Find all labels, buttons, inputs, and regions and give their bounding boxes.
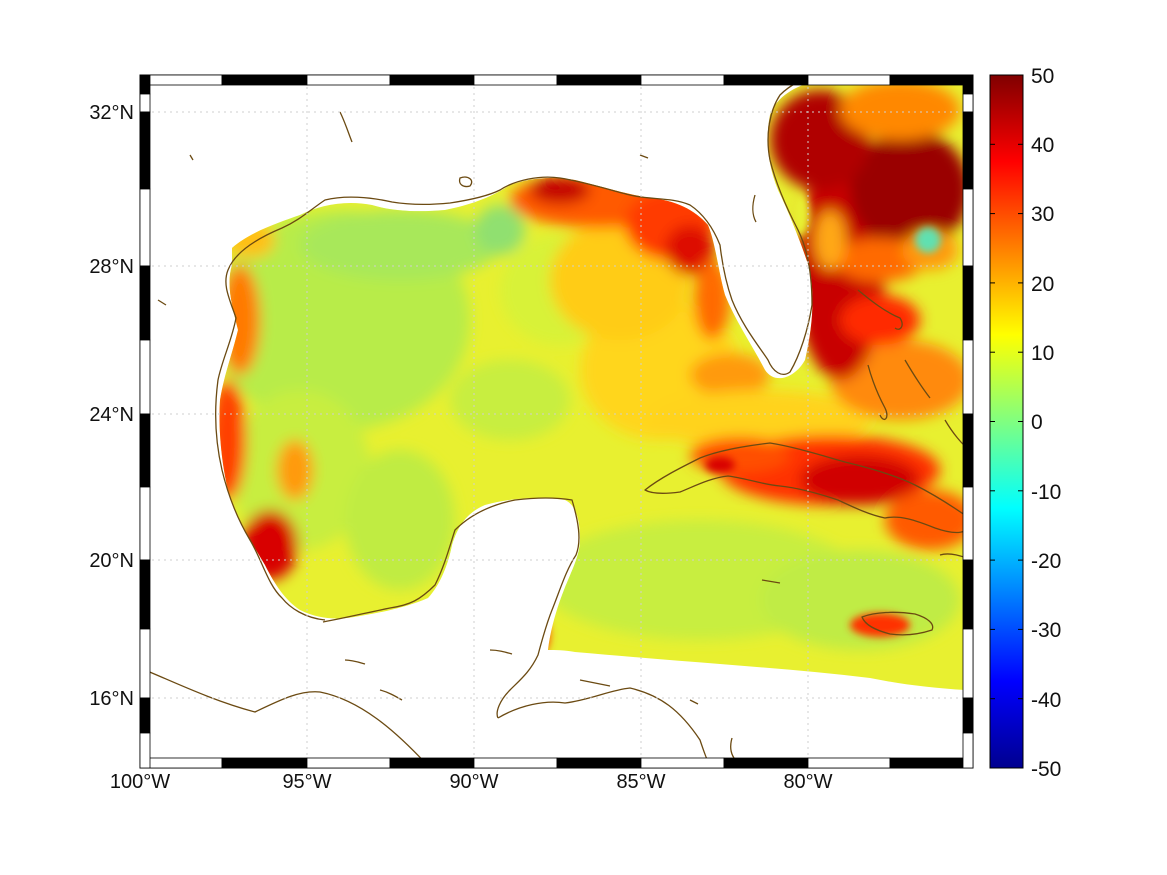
lon-tick-label: 85°W	[616, 771, 665, 793]
colorbar-tick-label: 20	[1031, 273, 1054, 296]
frame-segment-right	[962, 413, 974, 488]
colorbar-tick-label: -40	[1031, 689, 1061, 712]
lat-tick-label: 28°N	[89, 256, 134, 278]
frame-segment-bottom	[723, 757, 809, 769]
colorbar-tick-label: 0	[1031, 411, 1043, 434]
frame-segment-right	[962, 188, 974, 267]
frame-segment-left	[139, 265, 151, 341]
colorbar-tick-label: 30	[1031, 203, 1054, 226]
frame-segment-bottom	[556, 757, 642, 769]
frame-segment-top	[389, 74, 475, 86]
frame-segment-top	[889, 74, 974, 86]
frame-segment-bottom	[473, 757, 558, 769]
frame-segment-right	[962, 732, 974, 769]
frame-segment-right	[962, 628, 974, 699]
lat-tick-label: 32°N	[89, 102, 134, 124]
frame-segment-right	[962, 111, 974, 190]
frame-segment-left	[139, 111, 151, 190]
colorbar-tick-label: 50	[1031, 65, 1054, 88]
frame-segment-top	[139, 74, 223, 86]
frame-segment-top	[723, 74, 809, 86]
frame-segment-left	[139, 74, 151, 95]
lat-tick-label: 24°N	[89, 404, 134, 426]
lat-tick-label: 20°N	[89, 550, 134, 572]
lon-tick-label: 95°W	[282, 771, 331, 793]
frame-segment-bottom	[139, 757, 223, 769]
colorbar-tick-label: -50	[1031, 758, 1061, 781]
frame-segment-left	[139, 93, 151, 113]
colorbar-tick-label: 10	[1031, 342, 1054, 365]
lon-tick-label: 90°W	[449, 771, 498, 793]
frame-segment-left	[139, 559, 151, 630]
frame-segment-top	[556, 74, 642, 86]
frame-segment-right	[962, 265, 974, 341]
frame-segment-top	[473, 74, 558, 86]
frame-segment-left	[139, 413, 151, 488]
frame-segment-left	[139, 697, 151, 734]
lon-tick-label: 100°W	[110, 771, 170, 793]
frame-segment-right	[962, 93, 974, 113]
frame-segment-right	[962, 74, 974, 95]
map-graticule	[140, 75, 973, 768]
frame-segment-left	[139, 628, 151, 699]
frame-segment-bottom	[306, 757, 391, 769]
frame-segment-top	[306, 74, 391, 86]
frame-segment-left	[139, 732, 151, 769]
frame-segment-bottom	[389, 757, 475, 769]
colorbar: 50 40 30 20 10 0 -10 -20 -30 -40 -50	[989, 65, 1061, 781]
frame-segment-right	[962, 486, 974, 561]
colorbar-tick-label: -10	[1031, 481, 1061, 504]
frame-segment-right	[962, 559, 974, 630]
latitude-axis: 32°N 28°N 24°N 20°N 16°N	[89, 102, 134, 710]
frame-segment-left	[139, 188, 151, 267]
frame-segment-right	[962, 697, 974, 734]
frame-segment-left	[139, 339, 151, 415]
lat-tick-label: 16°N	[89, 688, 134, 710]
frame-segment-bottom	[889, 757, 974, 769]
frame-segment-top	[640, 74, 725, 86]
longitude-axis: 100°W 95°W 90°W 85°W 80°W	[110, 771, 833, 793]
frame-segment-right	[962, 339, 974, 415]
map-frame	[139, 74, 974, 769]
colorbar-tick-label: -20	[1031, 550, 1061, 573]
frame-segment-left	[139, 486, 151, 561]
frame-segment-bottom	[640, 757, 725, 769]
frame-segment-top	[807, 74, 891, 86]
map-area	[140, 75, 973, 768]
frame-segment-bottom	[807, 757, 891, 769]
colorbar-tick-label: -30	[1031, 619, 1061, 642]
colorbar-tick-label: 40	[1031, 134, 1054, 157]
lon-tick-label: 80°W	[783, 771, 832, 793]
frame-segment-bottom	[221, 757, 308, 769]
frame-segment-top	[221, 74, 308, 86]
